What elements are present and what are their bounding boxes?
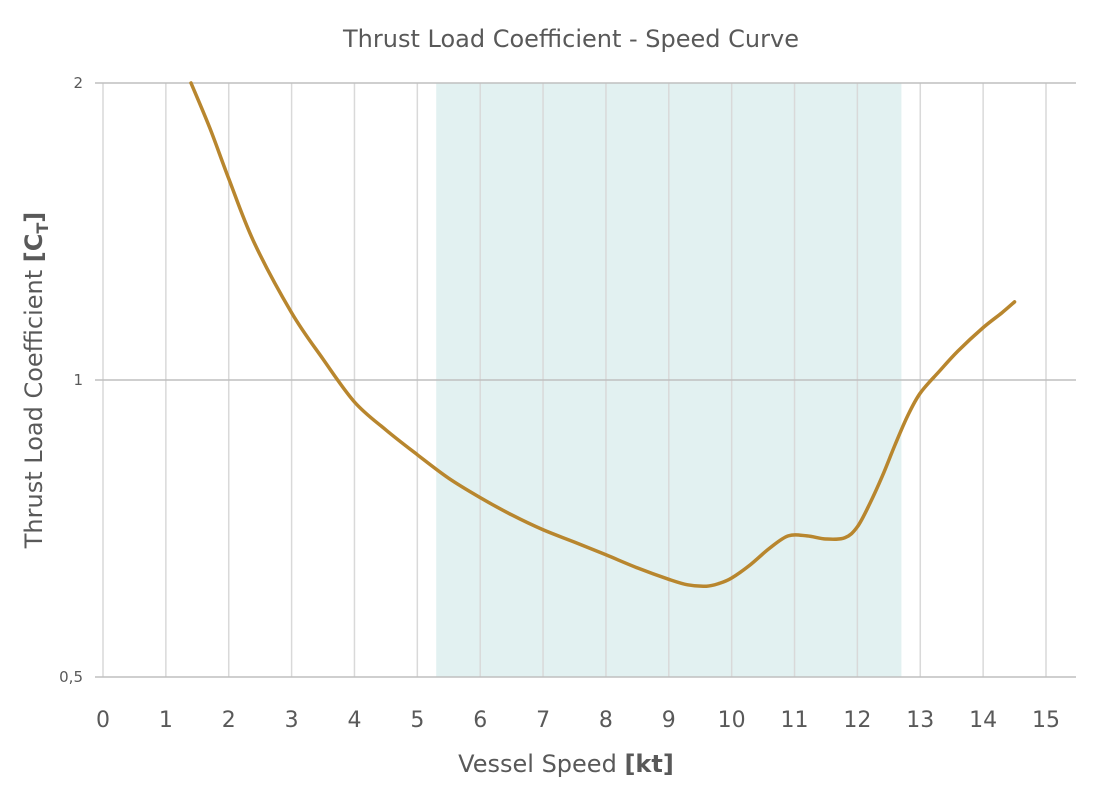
x-tick-label: 5 xyxy=(410,708,424,733)
y-tick-label: 1 xyxy=(73,371,83,389)
y-axis-label-subscript: T xyxy=(33,223,52,234)
x-tick-label: 11 xyxy=(781,708,809,733)
series-layer xyxy=(189,81,1017,589)
series-line xyxy=(189,81,1017,589)
chart-title: Thrust Load Coefficient - Speed Curve xyxy=(342,25,799,53)
y-axis-label-close: ] xyxy=(20,212,48,223)
x-tick-label: 2 xyxy=(222,708,236,733)
x-axis-label-text: Vessel Speed xyxy=(458,750,624,778)
y-axis-label: Thrust Load Coefficient [CT] xyxy=(20,212,52,549)
x-tick-label: 3 xyxy=(285,708,299,733)
y-axis-label-unit: [C xyxy=(20,234,48,263)
horizontal-gridlines xyxy=(95,82,1076,678)
x-tick-label: 15 xyxy=(1032,708,1060,733)
x-tick-label: 6 xyxy=(473,708,487,733)
x-tick-labels: 0 1 2 3 4 5 6 7 8 9 10 11 12 13 14 15 xyxy=(96,708,1060,733)
x-tick-label: 9 xyxy=(662,708,676,733)
y-tick-label: 2 xyxy=(73,74,83,92)
x-tick-label: 7 xyxy=(536,708,550,733)
x-axis-label-unit: [kt] xyxy=(624,750,673,778)
x-tick-label: 13 xyxy=(906,708,934,733)
x-tick-label: 10 xyxy=(718,708,746,733)
x-tick-label: 0 xyxy=(96,708,110,733)
x-tick-label: 12 xyxy=(843,708,871,733)
x-tick-label: 1 xyxy=(159,708,173,733)
y-tick-labels: 0,5 1 2 xyxy=(59,74,83,686)
y-axis-label-text: Thrust Load Coefficient xyxy=(20,262,48,549)
x-tick-label: 14 xyxy=(969,708,997,733)
x-tick-label: 4 xyxy=(347,708,361,733)
x-axis-label: Vessel Speed [kt] xyxy=(458,750,674,778)
y-tick-label: 0,5 xyxy=(59,668,83,686)
x-tick-label: 8 xyxy=(599,708,613,733)
